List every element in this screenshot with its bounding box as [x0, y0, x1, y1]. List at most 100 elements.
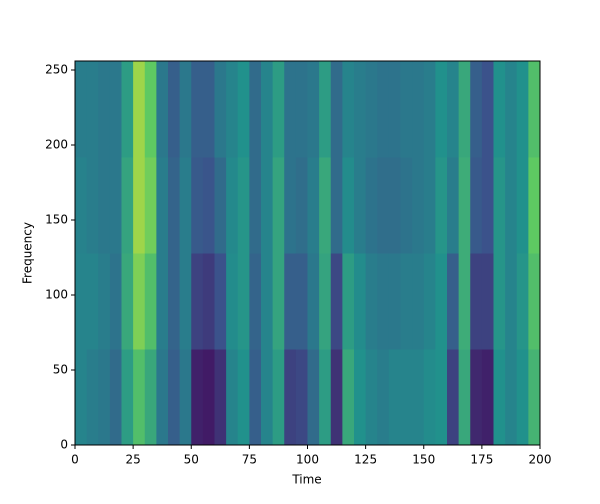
heatmap-cell: [458, 253, 471, 350]
heatmap-cell: [319, 157, 332, 254]
heatmap-cell: [528, 61, 541, 158]
heatmap-cell: [319, 349, 332, 446]
heatmap-cell: [400, 157, 413, 254]
heatmap-cell: [423, 157, 436, 254]
heatmap-cell: [365, 157, 378, 254]
heatmap-cell: [342, 253, 355, 350]
heatmap-cell: [168, 157, 181, 254]
heatmap-cell: [423, 61, 436, 158]
heatmap-cell: [505, 349, 518, 446]
heatmap-cell: [226, 61, 239, 158]
heatmap-cell: [470, 349, 483, 446]
heatmap-cell: [179, 253, 192, 350]
heatmap-cell: [435, 61, 448, 158]
heatmap-cell: [179, 157, 192, 254]
heatmap-cell: [388, 349, 401, 446]
heatmap-cell: [342, 349, 355, 446]
heatmap-cell: [412, 349, 425, 446]
heatmap-cell: [365, 253, 378, 350]
heatmap-cell: [516, 349, 529, 446]
heatmap-cell: [261, 349, 274, 446]
heatmap-cell: [493, 157, 506, 254]
heatmap-cell: [249, 157, 262, 254]
heatmap-cell: [226, 349, 239, 446]
heatmap-cell: [156, 349, 169, 446]
heatmap-cell: [412, 253, 425, 350]
heatmap-cell: [168, 253, 181, 350]
heatmap-cell: [249, 61, 262, 158]
heatmap-cell: [470, 157, 483, 254]
heatmap-cell: [121, 253, 134, 350]
heatmap-cell: [168, 349, 181, 446]
heatmap-cell: [481, 157, 494, 254]
heatmap-cell: [272, 157, 285, 254]
heatmap-cell: [458, 157, 471, 254]
heatmap-cell: [86, 157, 99, 254]
heatmap-cell: [295, 349, 308, 446]
heatmap-cell: [458, 61, 471, 158]
heatmap-cell: [214, 157, 227, 254]
heatmap-cell: [423, 253, 436, 350]
heatmap-cell: [330, 253, 343, 350]
heatmap-cell: [226, 253, 239, 350]
heatmap-cell: [528, 253, 541, 350]
heatmap-cell: [307, 157, 320, 254]
heatmap-cell: [400, 349, 413, 446]
heatmap-cell: [202, 157, 215, 254]
heatmap-cell: [528, 349, 541, 446]
heatmap-cell: [447, 61, 460, 158]
heatmap-cell: [109, 253, 122, 350]
heatmap-cell: [295, 157, 308, 254]
heatmap-cell: [121, 157, 134, 254]
x-tick-label: 175: [470, 453, 493, 467]
heatmap-cell: [98, 349, 111, 446]
y-tick-label: 0: [60, 438, 68, 452]
heatmap-cell: [237, 157, 250, 254]
heatmap-cell: [121, 61, 134, 158]
x-tick-label: 125: [354, 453, 377, 467]
heatmap-cell: [109, 349, 122, 446]
y-tick-label: 250: [45, 63, 68, 77]
heatmap-cell: [295, 61, 308, 158]
heatmap-cell: [284, 253, 297, 350]
heatmap-cell: [75, 61, 88, 158]
heatmap-cell: [354, 253, 367, 350]
heatmap-cell: [400, 253, 413, 350]
heatmap-cell: [98, 61, 111, 158]
heatmap-cell: [412, 61, 425, 158]
y-axis-label: Frequency: [21, 222, 35, 284]
heatmap-cell: [516, 61, 529, 158]
heatmap-cell: [179, 349, 192, 446]
heatmap-cell: [284, 349, 297, 446]
x-tick-label: 100: [296, 453, 319, 467]
heatmap-cell: [237, 253, 250, 350]
heatmap-cell: [144, 349, 157, 446]
heatmap-cell: [330, 349, 343, 446]
heatmap-cell: [272, 253, 285, 350]
heatmap-cell: [191, 157, 204, 254]
heatmap-cell: [156, 61, 169, 158]
heatmap-cell: [365, 61, 378, 158]
heatmap-cell: [202, 253, 215, 350]
heatmap-cell: [470, 253, 483, 350]
heatmap-cell: [493, 253, 506, 350]
heatmap-cell: [191, 349, 204, 446]
heatmap-cell: [342, 61, 355, 158]
heatmap-cell: [481, 61, 494, 158]
heatmap-cell: [156, 253, 169, 350]
x-axis-label: Time: [291, 473, 321, 487]
heatmap-cell: [505, 253, 518, 350]
heatmap-cell: [75, 253, 88, 350]
heatmap-cell: [237, 349, 250, 446]
heatmap-cell: [516, 157, 529, 254]
heatmap-cell: [481, 253, 494, 350]
heatmap-cell: [191, 253, 204, 350]
y-tick-label: 200: [45, 138, 68, 152]
heatmap-cell: [261, 61, 274, 158]
heatmap-cell: [214, 349, 227, 446]
heatmap-cell: [86, 349, 99, 446]
x-tick-label: 0: [71, 453, 79, 467]
heatmap-cell: [481, 349, 494, 446]
heatmap-cell: [354, 349, 367, 446]
heatmap-cell: [133, 253, 146, 350]
